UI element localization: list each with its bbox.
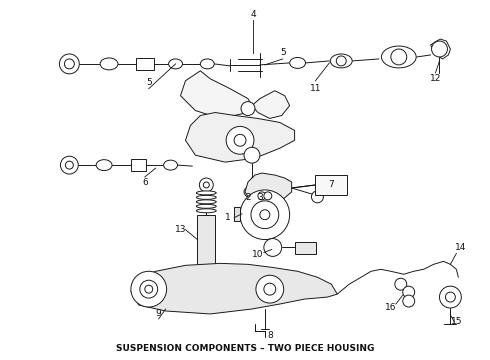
- Text: 12: 12: [430, 74, 441, 83]
- Ellipse shape: [164, 160, 177, 170]
- Circle shape: [140, 280, 158, 298]
- Circle shape: [251, 201, 279, 229]
- Text: 7: 7: [328, 180, 334, 189]
- Text: 5: 5: [146, 78, 151, 87]
- Ellipse shape: [196, 204, 216, 208]
- Circle shape: [199, 178, 213, 192]
- Circle shape: [264, 239, 282, 256]
- Polygon shape: [131, 264, 337, 314]
- Circle shape: [244, 147, 260, 163]
- Bar: [136, 58, 154, 70]
- Text: 9: 9: [156, 310, 162, 319]
- Circle shape: [203, 281, 209, 287]
- Polygon shape: [431, 39, 450, 59]
- Circle shape: [131, 271, 167, 307]
- Circle shape: [260, 210, 270, 220]
- Text: 1: 1: [225, 213, 231, 222]
- Ellipse shape: [196, 195, 216, 199]
- Ellipse shape: [196, 209, 216, 213]
- Circle shape: [445, 292, 455, 302]
- Circle shape: [440, 286, 461, 308]
- Text: 10: 10: [252, 250, 264, 259]
- Text: 15: 15: [451, 318, 462, 327]
- Polygon shape: [245, 173, 292, 205]
- Circle shape: [264, 192, 272, 200]
- Ellipse shape: [100, 58, 118, 70]
- Circle shape: [65, 161, 74, 169]
- Circle shape: [258, 192, 266, 200]
- Ellipse shape: [244, 186, 260, 198]
- Circle shape: [198, 276, 214, 292]
- Text: 3: 3: [257, 193, 263, 202]
- Ellipse shape: [96, 159, 112, 171]
- Text: 4: 4: [250, 10, 256, 19]
- Circle shape: [145, 285, 153, 293]
- Text: 11: 11: [310, 84, 321, 93]
- Bar: [131, 159, 146, 171]
- Text: 2: 2: [245, 193, 251, 202]
- Circle shape: [64, 59, 74, 69]
- Circle shape: [226, 126, 254, 154]
- Bar: [294, 242, 317, 255]
- Ellipse shape: [196, 191, 216, 195]
- Circle shape: [391, 49, 407, 65]
- Ellipse shape: [330, 54, 352, 68]
- Ellipse shape: [169, 59, 182, 69]
- Circle shape: [395, 278, 407, 290]
- Circle shape: [256, 275, 284, 303]
- Bar: [234, 207, 240, 221]
- Polygon shape: [180, 71, 252, 118]
- Circle shape: [241, 102, 255, 116]
- Text: SUSPENSION COMPONENTS – TWO PIECE HOUSING: SUSPENSION COMPONENTS – TWO PIECE HOUSIN…: [116, 344, 374, 353]
- Bar: [316, 175, 347, 195]
- Text: 8: 8: [267, 331, 272, 340]
- Text: 6: 6: [142, 179, 147, 188]
- Circle shape: [432, 41, 447, 57]
- Circle shape: [240, 190, 290, 239]
- Circle shape: [203, 182, 209, 188]
- Ellipse shape: [381, 46, 416, 68]
- Circle shape: [312, 191, 323, 203]
- Ellipse shape: [290, 58, 306, 68]
- Text: 13: 13: [175, 225, 186, 234]
- Bar: [197, 215, 215, 279]
- Circle shape: [59, 54, 79, 74]
- Circle shape: [403, 295, 415, 307]
- Polygon shape: [252, 91, 290, 118]
- Polygon shape: [185, 113, 294, 162]
- Text: 14: 14: [455, 243, 466, 252]
- Circle shape: [403, 286, 415, 298]
- Circle shape: [234, 134, 246, 146]
- Circle shape: [264, 283, 276, 295]
- Ellipse shape: [200, 59, 214, 69]
- Text: 16: 16: [385, 302, 396, 311]
- Circle shape: [60, 156, 78, 174]
- Text: 5: 5: [280, 49, 286, 58]
- Circle shape: [336, 56, 346, 66]
- Ellipse shape: [196, 200, 216, 204]
